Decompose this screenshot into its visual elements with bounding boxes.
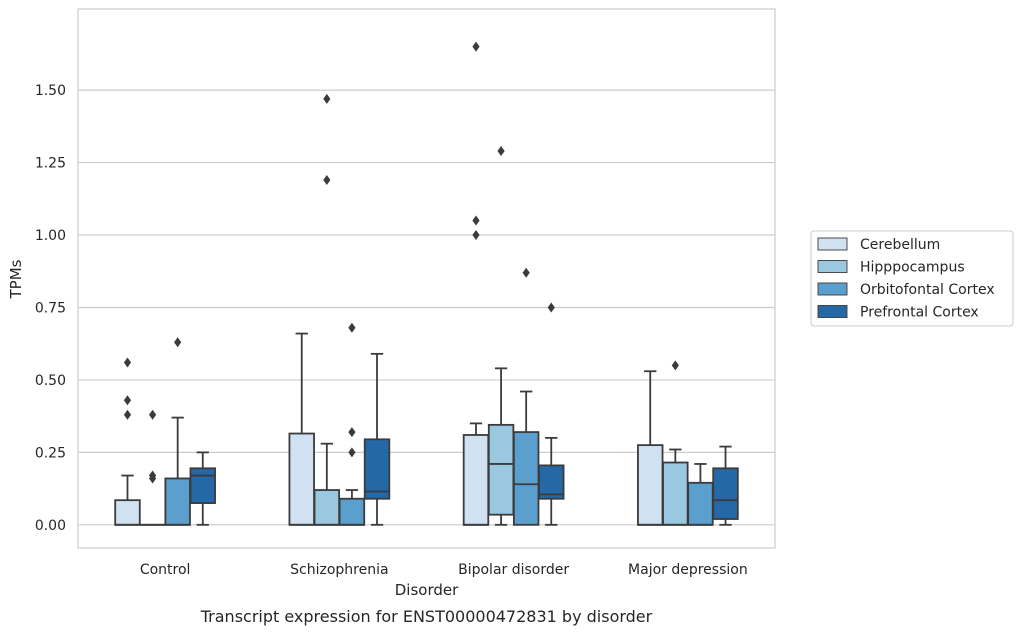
y-tick-label: 0.75 — [35, 300, 66, 316]
y-tick-label: 1.50 — [35, 83, 66, 99]
box — [313, 489, 341, 526]
x-tick-labels: Control Schizophrenia Bipolar disorder Majo… — [140, 562, 748, 578]
box — [712, 467, 739, 520]
box — [114, 499, 141, 526]
outlier-point — [348, 322, 356, 333]
box — [462, 434, 490, 526]
y-axis-label: TPMs — [7, 259, 25, 299]
outlier-point — [123, 357, 132, 368]
y-tick-labels: 0.00 0.25 0.50 0.75 1.00 1.25 1.50 — [35, 83, 66, 534]
outlier-point — [497, 145, 505, 156]
plot-frame — [77, 8, 776, 549]
box — [288, 432, 315, 526]
box — [363, 438, 391, 500]
outlier-point — [148, 470, 157, 481]
outlier-point — [547, 302, 555, 313]
outlier-point — [323, 93, 331, 104]
box — [662, 461, 689, 526]
outlier-point — [472, 215, 480, 226]
legend-swatch — [817, 260, 848, 273]
y-tick-label: 1.25 — [35, 156, 66, 172]
outlier-point — [348, 427, 356, 438]
outlier-point — [671, 360, 679, 371]
legend-frame — [810, 230, 1014, 327]
box — [164, 477, 191, 526]
outlier-point — [472, 230, 480, 241]
chart-caption: Transcript expression for ENST0000047283… — [200, 607, 653, 626]
outlier-point — [522, 267, 530, 278]
legend-label: Prefrontal Cortex — [860, 305, 979, 321]
x-tick-label: Bipolar disorder — [458, 562, 569, 578]
box — [189, 467, 216, 504]
box — [538, 464, 565, 500]
box — [687, 481, 714, 526]
outlier-point — [472, 41, 480, 52]
box — [637, 444, 664, 526]
box-series — [114, 41, 739, 526]
y-tick-label: 1.00 — [35, 228, 66, 244]
box — [487, 423, 515, 516]
series-prefrontal-cortex — [189, 302, 739, 526]
legend-label: Cerebellum — [860, 237, 940, 253]
series-orbitofontal-cortex — [164, 267, 714, 526]
y-gridlines — [78, 89, 775, 526]
y-tick-label: 0.00 — [35, 518, 66, 534]
legend: Cerebellum Hipppocampus Orbitofontal Corte… — [810, 230, 1014, 327]
legend-swatch — [817, 282, 848, 296]
series-hipppocampus — [139, 93, 689, 526]
legend-label: Hipppocampus — [860, 260, 965, 276]
outlier-point — [148, 409, 157, 420]
outlier-point — [174, 337, 182, 348]
series-cerebellum — [114, 41, 664, 526]
legend-swatch — [817, 237, 848, 251]
outlier-point — [123, 409, 132, 420]
x-tick-label: Control — [140, 562, 191, 578]
y-tick-label: 0.25 — [35, 445, 66, 461]
outlier-point — [123, 395, 132, 406]
outlier-point — [323, 174, 331, 185]
x-tick-label: Schizophrenia — [290, 562, 388, 578]
legend-label: Orbitofontal Cortex — [860, 282, 995, 298]
box — [512, 431, 540, 526]
y-tick-label: 0.50 — [35, 373, 66, 389]
x-tick-label: Major depression — [628, 562, 748, 578]
outlier-point — [348, 447, 356, 458]
box — [338, 497, 366, 526]
x-axis-label: Disorder — [395, 581, 459, 599]
legend-swatch — [817, 305, 848, 318]
